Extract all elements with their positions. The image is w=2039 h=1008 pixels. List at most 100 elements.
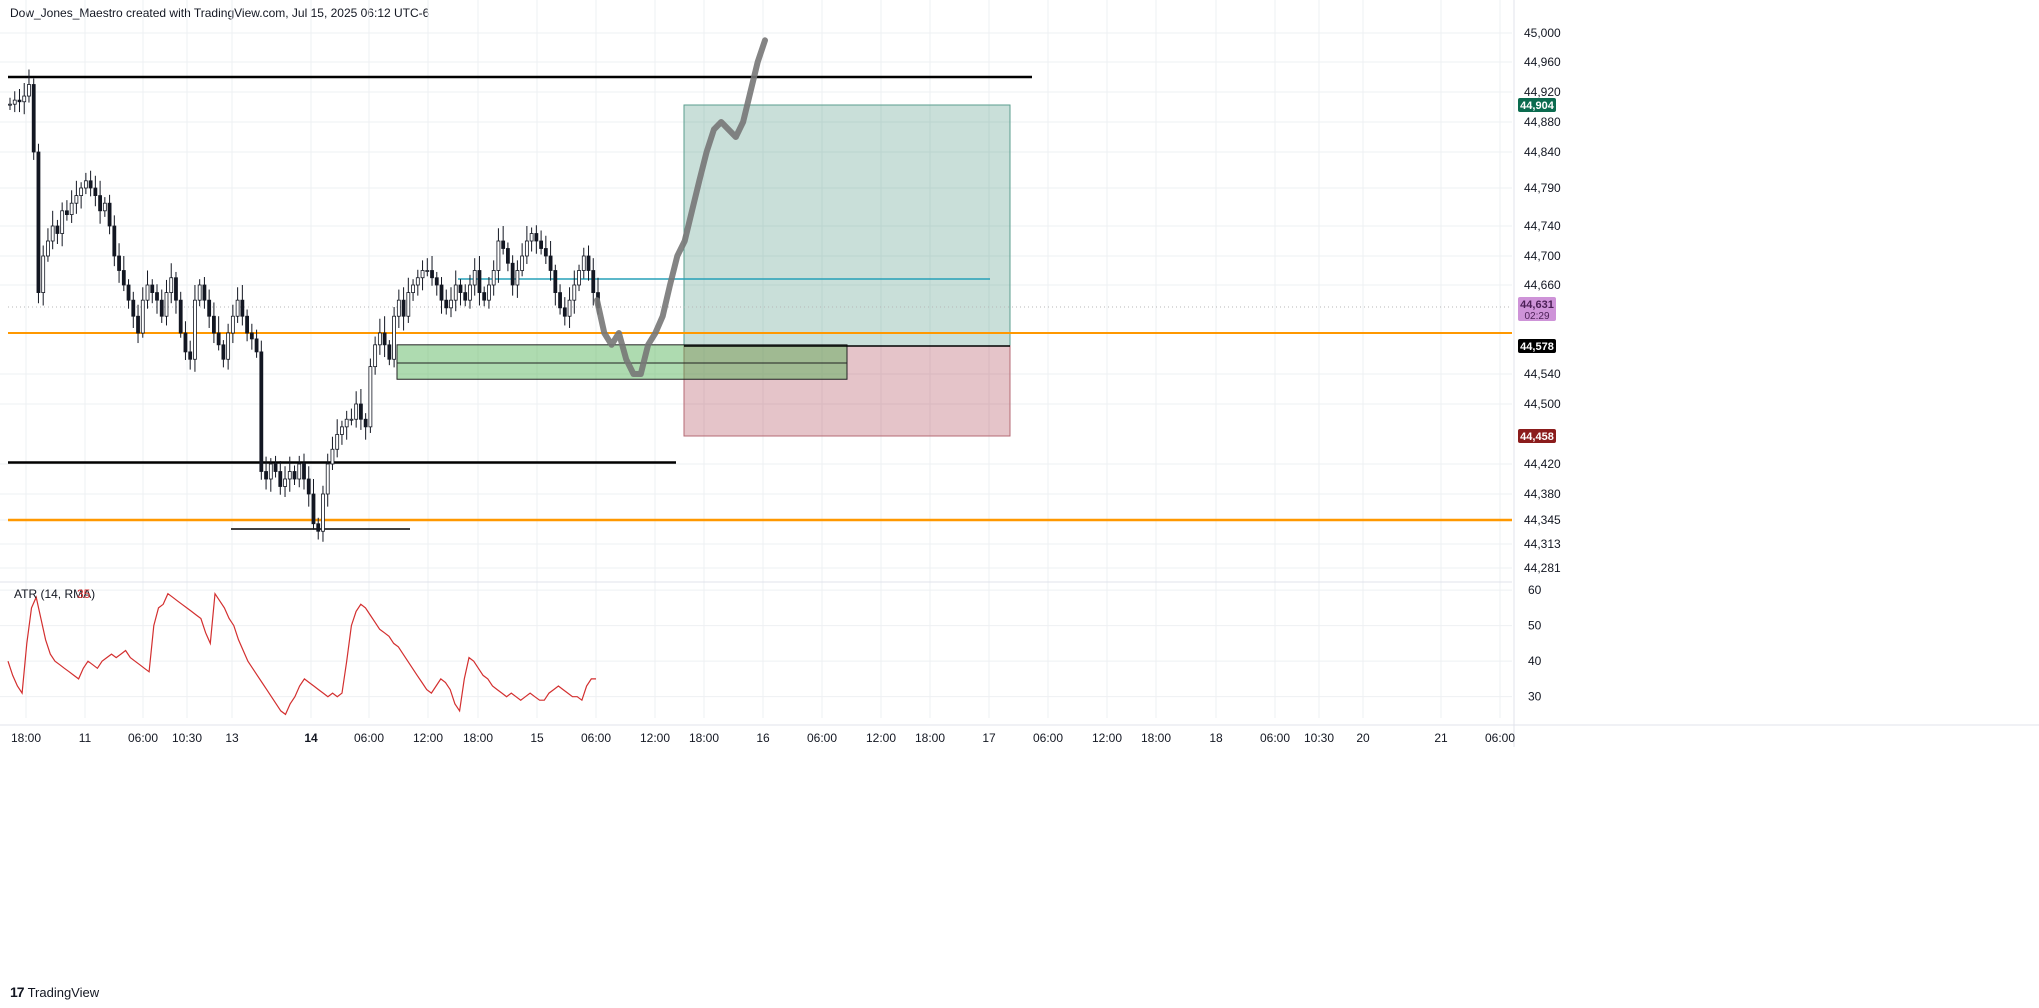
candle-body <box>453 284 458 301</box>
candle-body <box>164 292 169 317</box>
candle-body <box>368 366 373 428</box>
candle-body <box>577 270 581 286</box>
last-price-badge <box>1518 297 1556 321</box>
candle-body <box>112 225 117 257</box>
candle-body <box>515 270 520 286</box>
candle-body <box>449 299 453 309</box>
time-tick-label: 12:00 <box>413 731 443 745</box>
candle-body <box>60 210 65 234</box>
candle-body <box>586 255 591 271</box>
candle-body <box>273 463 278 472</box>
atr-tick-label: 30 <box>1528 690 1542 704</box>
brand-name: TradingView <box>27 984 100 1000</box>
candle-body <box>562 307 567 317</box>
time-tick-label: 12:00 <box>640 731 670 745</box>
candle-body <box>245 315 249 334</box>
time-tick-label: 18:00 <box>1141 731 1171 745</box>
price-tick-label: 44,840 <box>1524 145 1561 159</box>
candle-body <box>155 292 159 301</box>
candle-body <box>458 284 463 293</box>
time-tick-label: 17 <box>982 731 996 745</box>
time-tick-label: 16 <box>756 731 770 745</box>
time-tick-label: 06:00 <box>1485 731 1515 745</box>
candle-body <box>287 471 292 480</box>
candle-body <box>264 471 268 480</box>
time-tick-label: 18:00 <box>915 731 945 745</box>
candle-body <box>439 284 444 301</box>
candle-body <box>425 270 430 272</box>
candle-body <box>572 284 577 301</box>
candle-body <box>292 471 297 480</box>
candle-body <box>297 463 302 480</box>
price-tick-label: 44,500 <box>1524 397 1561 411</box>
candle-body <box>178 299 183 334</box>
atr-tick-label: 60 <box>1528 583 1542 597</box>
forecast-line <box>594 37 768 377</box>
candle-body <box>344 418 349 428</box>
candle-body <box>212 315 216 334</box>
price-tick-label: 44,380 <box>1524 487 1561 501</box>
candle-body <box>539 240 543 249</box>
time-tick-label: 10:30 <box>172 731 202 745</box>
candle-body <box>188 351 193 360</box>
candle-body <box>278 471 283 487</box>
time-tick-label: 21 <box>1434 731 1448 745</box>
candle-body <box>472 270 477 286</box>
candle-body <box>174 277 178 301</box>
atr-tick-label: 50 <box>1528 619 1542 633</box>
candle-body <box>335 434 340 450</box>
candle-body <box>392 315 396 360</box>
candle-body <box>169 277 174 293</box>
candle-body <box>98 195 102 212</box>
price-levels <box>8 75 1512 530</box>
candle-body <box>83 180 88 189</box>
candle-body <box>41 255 46 293</box>
stop-badge-label: 44,458 <box>1520 431 1554 443</box>
price-tick-label: 44,920 <box>1524 85 1561 99</box>
candle-body <box>377 332 382 346</box>
candle-body <box>145 284 150 301</box>
candle-body <box>330 448 335 465</box>
candle-body <box>126 284 131 301</box>
price-tick-label: 44,281 <box>1524 561 1561 575</box>
candle-body <box>197 284 202 301</box>
candle-body <box>259 351 264 472</box>
candle-body <box>31 84 36 153</box>
time-tick-label: 06:00 <box>1033 731 1063 745</box>
candle-body <box>434 277 439 286</box>
candle-body <box>359 403 363 420</box>
tradingview-brand: 17 TradingView <box>10 984 99 1000</box>
candle-body <box>150 284 155 293</box>
candle-body <box>463 292 468 301</box>
time-tick-label: 18 <box>1209 731 1223 745</box>
candle-body <box>311 493 316 525</box>
atr-line <box>7 591 596 716</box>
candle-body <box>221 344 226 360</box>
price-axis: 45,000 44,960 44,920 44,880 44,840 44,790 44,7… <box>1524 26 1561 575</box>
candle-body <box>482 292 487 301</box>
candle-body <box>520 255 525 271</box>
candle-body <box>46 240 50 257</box>
candle-body <box>363 418 368 428</box>
candle-body <box>567 299 572 317</box>
time-tick-label: 14 <box>304 731 318 745</box>
candle-body <box>524 240 529 257</box>
candle-body <box>325 463 330 495</box>
candle-body <box>354 403 359 420</box>
candle-body <box>8 103 12 106</box>
candle-body <box>17 99 22 103</box>
candle-body <box>396 299 401 317</box>
candle-body <box>268 463 273 480</box>
price-tick-label: 44,960 <box>1524 55 1561 69</box>
candle-body <box>107 202 112 227</box>
candle-body <box>543 248 548 257</box>
candlestick-series <box>8 69 600 542</box>
price-tick-label: 45,000 <box>1524 26 1561 40</box>
candle-body <box>93 187 98 196</box>
price-tick-label: 44,700 <box>1524 249 1561 263</box>
time-tick-label: 13 <box>225 731 239 745</box>
price-tick-label: 44,880 <box>1524 115 1561 129</box>
time-axis: 18:00 11 06:00 10:30 13 14 06:00 12:00 18:00 15 06… <box>11 731 1515 745</box>
